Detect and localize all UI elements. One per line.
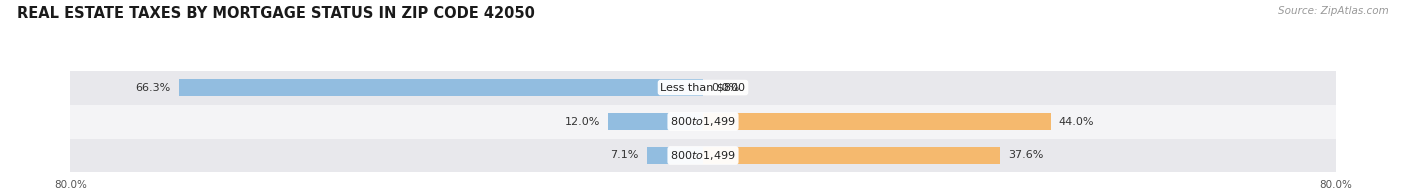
Text: 12.0%: 12.0% — [565, 116, 600, 127]
Bar — [703, 147, 1001, 164]
Bar — [179, 79, 703, 96]
Text: 44.0%: 44.0% — [1059, 116, 1094, 127]
Bar — [70, 71, 1336, 104]
Bar — [703, 113, 1052, 130]
Bar — [609, 113, 703, 130]
Text: REAL ESTATE TAXES BY MORTGAGE STATUS IN ZIP CODE 42050: REAL ESTATE TAXES BY MORTGAGE STATUS IN … — [17, 6, 534, 21]
Bar — [647, 147, 703, 164]
Text: 0.0%: 0.0% — [711, 83, 740, 93]
Bar — [70, 104, 1336, 139]
Text: 7.1%: 7.1% — [610, 151, 638, 161]
Text: $800 to $1,499: $800 to $1,499 — [671, 115, 735, 128]
Text: 66.3%: 66.3% — [135, 83, 170, 93]
Text: $800 to $1,499: $800 to $1,499 — [671, 149, 735, 162]
Bar — [70, 139, 1336, 172]
Text: Source: ZipAtlas.com: Source: ZipAtlas.com — [1278, 6, 1389, 16]
Text: Less than $800: Less than $800 — [661, 83, 745, 93]
Text: 37.6%: 37.6% — [1008, 151, 1043, 161]
